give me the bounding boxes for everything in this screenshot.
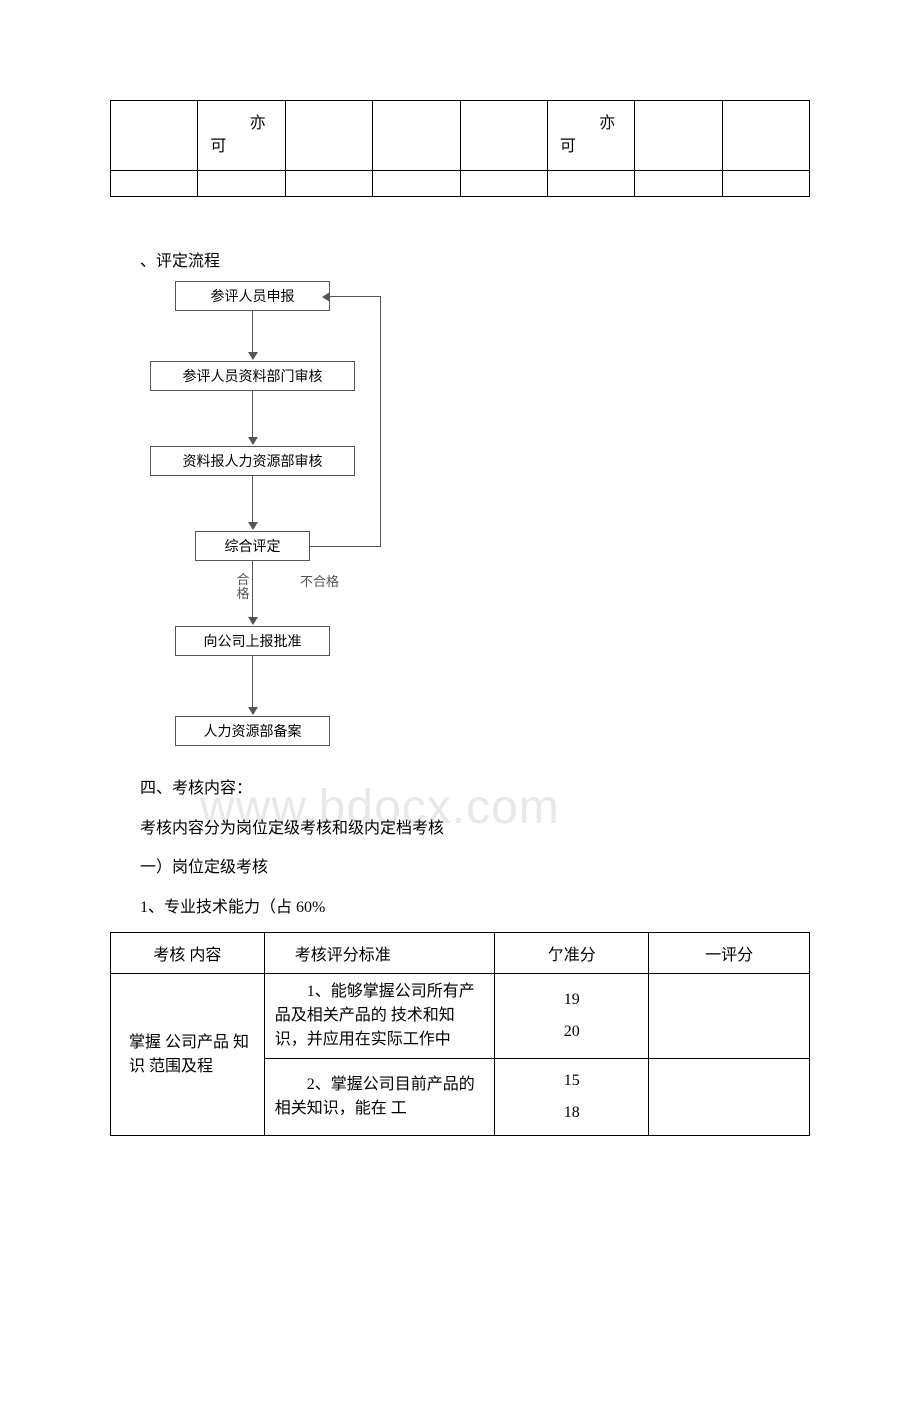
score-cell: 19 20 (495, 974, 649, 1059)
flow-line (380, 296, 381, 547)
cell (111, 101, 198, 171)
score-value: 19 (505, 984, 638, 1016)
flow-arrow (252, 391, 253, 444)
flow-arrow (252, 476, 253, 529)
cell (373, 101, 460, 171)
header-cell: 考核评分标准 (264, 933, 495, 974)
flow-line (310, 546, 380, 547)
criteria-cell: 2、掌握公司目前产品的相关知识，能在 工 (264, 1059, 495, 1136)
section4-item1: 1、专业技术能力（占 60% (140, 895, 810, 921)
flow-node-record: 人力资源部备案 (175, 716, 330, 746)
flow-node-approve: 向公司上报批准 (175, 626, 330, 656)
flow-node-hr-review: 资料报人力资源部审核 (150, 446, 355, 476)
cell: 亦 可 (547, 101, 634, 171)
flow-node-label: 参评人员申报 (211, 286, 295, 306)
cell: 亦 可 (198, 101, 285, 171)
cell (111, 171, 198, 197)
cell-text: 亦 (202, 113, 280, 135)
header-cell: 一评分 (649, 933, 810, 974)
table-row: 亦 可 亦 可 (111, 101, 810, 171)
section4-intro: 考核内容分为岗位定级考核和级内定档考核 (140, 816, 810, 842)
section4-title: 四、考核内容： (140, 776, 810, 802)
cell (198, 171, 285, 197)
flow-arrow (252, 311, 253, 359)
cell (635, 171, 722, 197)
cell-text: 可 (552, 136, 630, 158)
assessment-table: 考核 内容 考核评分标准 亇准分 一评分 掌握 公司产品 知识 范围及程 1、能… (110, 932, 810, 1136)
flow-pass-label: 合格 (228, 573, 258, 602)
cell-text: 可 (202, 136, 280, 158)
empty-cell (649, 1059, 810, 1136)
table-header-row: 考核 内容 考核评分标准 亇准分 一评分 (111, 933, 810, 974)
flow-arrow (252, 656, 253, 714)
flow-node-label: 综合评定 (225, 536, 281, 556)
cell (547, 171, 634, 197)
flow-node-label: 参评人员资料部门审核 (183, 366, 323, 386)
flow-node-label: 向公司上报批准 (204, 631, 302, 651)
label-text: 合格 (236, 573, 250, 602)
flow-node-apply: 参评人员申报 (175, 281, 330, 311)
flow-node-label: 资料报人力资源部审核 (183, 451, 323, 471)
empty-cell (649, 974, 810, 1059)
flow-node-dept-review: 参评人员资料部门审核 (150, 361, 355, 391)
flow-node-evaluate: 综合评定 (195, 531, 310, 561)
cell (285, 171, 372, 197)
score-value: 15 (505, 1065, 638, 1097)
score-cell: 15 18 (495, 1059, 649, 1136)
top-partial-table: 亦 可 亦 可 (110, 100, 810, 197)
cell (635, 101, 722, 171)
flow-node-label: 人力资源部备案 (204, 721, 302, 741)
cell (722, 171, 809, 197)
table-row (111, 171, 810, 197)
header-cell: 考核 内容 (111, 933, 265, 974)
score-value: 20 (505, 1016, 638, 1048)
cell (460, 101, 547, 171)
header-cell: 亇准分 (495, 933, 649, 974)
cell (373, 171, 460, 197)
evaluation-flowchart: 参评人员申报 参评人员资料部门审核 资料报人力资源部审核 综合评定 向公司上报批… (140, 281, 390, 766)
table-row: 掌握 公司产品 知识 范围及程 1、能够掌握公司所有产品及相关产品的 技术和知识… (111, 974, 810, 1059)
section-flow-title: 、评定流程 (140, 247, 810, 271)
section4-sub1: 一）岗位定级考核 (140, 855, 810, 881)
cell-text: 亦 (552, 113, 630, 135)
cell (722, 101, 809, 171)
category-cell: 掌握 公司产品 知识 范围及程 (111, 974, 265, 1136)
cell (460, 171, 547, 197)
flow-fail-label: 不合格 (300, 571, 339, 590)
criteria-cell: 1、能够掌握公司所有产品及相关产品的 技术和知识，并应用在实际工作中 (264, 974, 495, 1059)
flow-line (330, 296, 380, 297)
score-value: 18 (505, 1097, 638, 1129)
cell (285, 101, 372, 171)
